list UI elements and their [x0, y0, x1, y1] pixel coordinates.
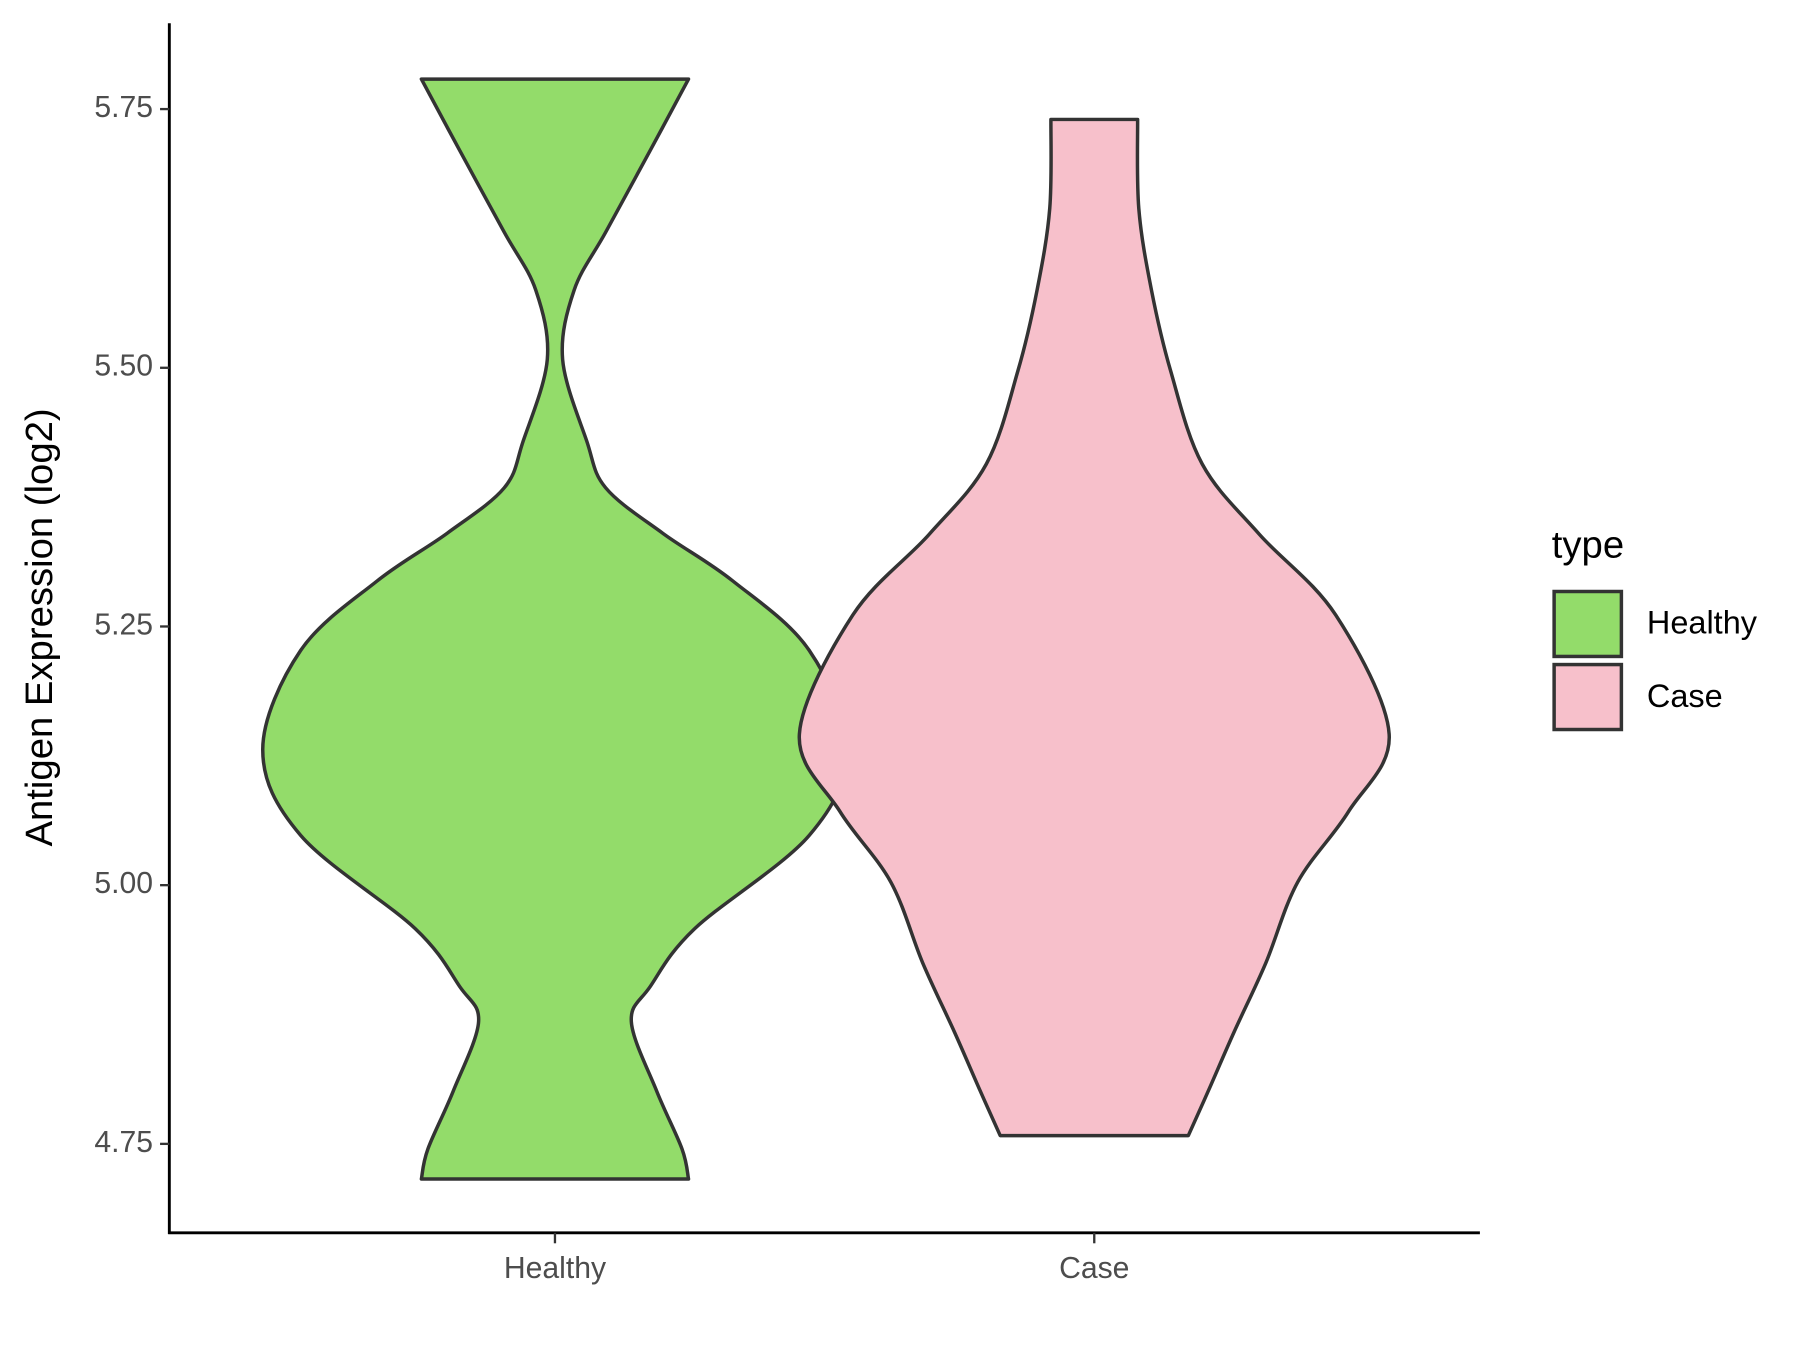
y-tick-label: 5.00 [94, 867, 153, 900]
legend-key [1552, 662, 1624, 732]
legend-label: Healthy [1647, 605, 1758, 641]
x-tick-label: Healthy [504, 1252, 607, 1285]
legend-title: type [1552, 524, 1624, 567]
y-tick-label: 4.75 [94, 1126, 153, 1159]
y-tick-label: 5.75 [94, 91, 153, 124]
y-tick-label: 5.50 [94, 350, 153, 383]
y-tick-label: 5.25 [94, 608, 153, 641]
violin [797, 117, 1391, 1138]
violin [260, 77, 849, 1181]
legend-key [1552, 589, 1624, 659]
legend-label: Case [1647, 678, 1723, 714]
x-tick-label: Case [1059, 1252, 1129, 1285]
y-axis-title: Antigen Expression (log2) [18, 408, 61, 846]
